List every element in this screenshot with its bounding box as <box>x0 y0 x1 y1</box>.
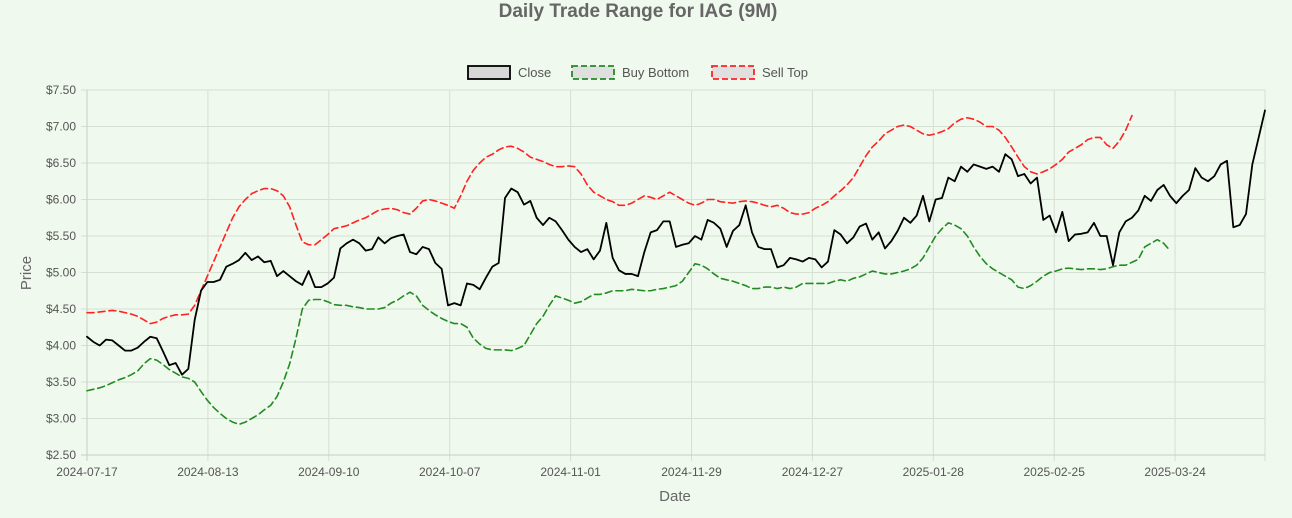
y-tick-label: $4.50 <box>46 302 76 316</box>
y-tick-label: $7.00 <box>46 120 76 134</box>
y-tick-label: $3.00 <box>46 412 76 426</box>
legend-swatch-sell-top <box>711 65 755 80</box>
x-tick-label: 2024-08-13 <box>177 465 239 479</box>
x-tick-label: 2024-11-01 <box>540 465 601 479</box>
x-tick-label: 2024-10-07 <box>419 465 481 479</box>
y-tick-label: $6.00 <box>46 193 76 207</box>
legend: Close Buy Bottom Sell Top <box>467 65 808 80</box>
y-axis-title: Price <box>18 256 35 290</box>
legend-item-buy-bottom: Buy Bottom <box>571 65 689 80</box>
y-axis-ticks: $2.50 $3.00 $3.50 $4.00 $4.50 $5.00 $5.50 $6.00… <box>46 83 76 462</box>
legend-label-buy-bottom: Buy Bottom <box>622 65 689 80</box>
x-tick-label: 2024-12-27 <box>782 465 844 479</box>
series-line-buy-bottom <box>86 222 1171 426</box>
legend-label-close: Close <box>518 65 551 80</box>
y-tick-label: $6.50 <box>46 156 76 170</box>
y-tick-label: $5.50 <box>46 229 76 243</box>
x-tick-label: 2024-07-17 <box>56 465 118 479</box>
grid <box>81 89 1266 461</box>
legend-swatch-close <box>467 65 511 80</box>
x-tick-label: 2025-01-28 <box>903 465 965 479</box>
x-axis-ticks: 2024-07-17 2024-08-13 2024-09-10 2024-10-07… <box>56 465 1206 479</box>
x-axis-title: Date <box>659 488 691 505</box>
y-tick-label: $7.50 <box>46 83 76 97</box>
x-tick-label: 2024-11-29 <box>661 465 722 479</box>
legend-swatch-buy-bottom <box>571 65 615 80</box>
y-tick-label: $5.00 <box>46 266 76 280</box>
y-tick-label: $4.00 <box>46 339 76 353</box>
legend-item-sell-top: Sell Top <box>711 65 808 80</box>
series-lines <box>86 109 1266 426</box>
x-tick-label: 2025-03-24 <box>1144 465 1206 479</box>
legend-label-sell-top: Sell Top <box>762 65 808 80</box>
chart-title: Daily Trade Range for IAG (9M) <box>499 1 778 22</box>
y-tick-label: $3.50 <box>46 375 76 389</box>
x-tick-label: 2025-02-25 <box>1024 465 1086 479</box>
x-tick-label: 2024-09-10 <box>298 465 360 479</box>
y-tick-label: $2.50 <box>46 448 76 462</box>
series-line-sell-top <box>86 114 1133 325</box>
series-line-close <box>86 109 1266 376</box>
legend-item-close: Close <box>467 65 551 80</box>
